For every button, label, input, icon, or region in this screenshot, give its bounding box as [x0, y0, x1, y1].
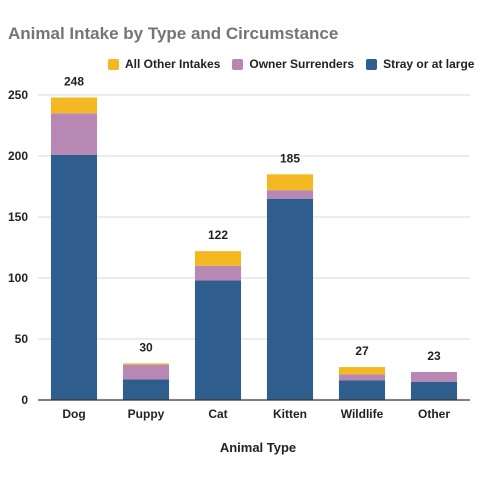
legend-label-owner-surrenders: Owner Surrenders	[249, 57, 355, 71]
bar-segment	[50, 97, 98, 114]
bar-segment	[266, 190, 314, 199]
total-label: 122	[208, 228, 228, 242]
y-tick-label: 200	[8, 149, 28, 163]
bar-segment	[338, 367, 386, 375]
bar-segment	[194, 280, 242, 400]
bar-segment	[122, 363, 170, 365]
x-tick-label: Dog	[62, 407, 85, 421]
bar-segment	[194, 265, 242, 281]
bar-segment	[194, 251, 242, 266]
legend-label-all-other-intakes: All Other Intakes	[125, 57, 221, 71]
bar-segment	[122, 364, 170, 380]
total-label: 27	[355, 344, 369, 358]
bar-segment	[410, 371, 458, 382]
total-label: 248	[64, 74, 84, 88]
bar-segment	[50, 113, 98, 155]
y-tick-label: 100	[8, 271, 28, 285]
legend-label-stray-or-at-large: Stray or at large	[383, 57, 475, 71]
legend-item-stray-or-at-large: Stray or at large	[366, 57, 474, 71]
legend: All Other Intakes Owner Surrenders Stray…	[108, 56, 480, 72]
bar-segment	[266, 174, 314, 191]
legend-swatch-owner-surrenders	[232, 58, 244, 70]
y-tick-label: 0	[21, 393, 28, 407]
bar-segment	[338, 380, 386, 400]
x-tick-label: Kitten	[273, 407, 307, 421]
total-label: 185	[280, 151, 300, 165]
legend-item-all-other-intakes: All Other Intakes	[108, 57, 220, 71]
x-axis-title: Animal Type	[220, 440, 296, 455]
x-tick-label: Other	[418, 407, 450, 421]
bar-segment	[50, 154, 98, 400]
bar-segment	[266, 198, 314, 400]
total-label: 30	[139, 340, 153, 354]
x-tick-label: Wildlife	[341, 407, 384, 421]
legend-swatch-stray-or-at-large	[366, 58, 378, 70]
legend-swatch-all-other-intakes	[108, 58, 119, 70]
total-label: 23	[427, 349, 441, 363]
bar-segment	[122, 379, 170, 400]
bar-segment	[410, 381, 458, 400]
bar-segment	[338, 374, 386, 381]
x-tick-label: Puppy	[128, 407, 165, 421]
y-tick-label: 50	[15, 332, 29, 346]
y-tick-label: 150	[8, 210, 28, 224]
y-tick-label: 250	[8, 88, 28, 102]
legend-item-owner-surrenders: Owner Surrenders	[232, 57, 354, 71]
chart-title: Animal Intake by Type and Circumstance	[8, 24, 339, 43]
x-tick-label: Cat	[208, 407, 227, 421]
